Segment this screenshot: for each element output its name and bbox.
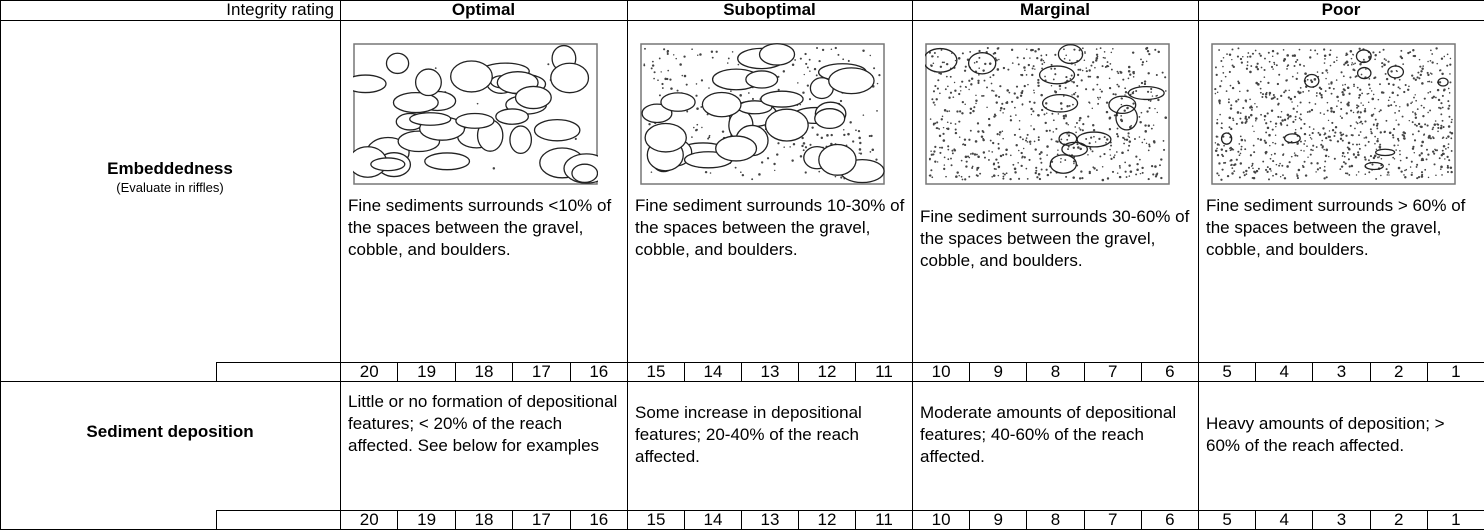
score-cell: 8 xyxy=(1026,510,1084,530)
score-cell: 14 xyxy=(684,362,742,382)
score-cell: 3 xyxy=(1312,510,1370,530)
description: Little or no formation of depositional f… xyxy=(348,391,621,457)
description: Moderate amounts of depositional feature… xyxy=(920,402,1192,468)
description: Fine sediment surrounds > 60% of the spa… xyxy=(1206,195,1478,261)
score-cell: 18 xyxy=(455,510,513,530)
score-cell: 5 xyxy=(1198,362,1256,382)
score-cell: 17 xyxy=(512,362,570,382)
score-cell: 10 xyxy=(912,362,970,382)
score-cell: 2 xyxy=(1370,510,1428,530)
row-label-cell xyxy=(0,20,341,382)
row-label: Sediment deposition xyxy=(0,421,340,443)
category-label: Optimal xyxy=(340,0,627,20)
score-cell: 1 xyxy=(1427,362,1484,382)
score-cell: 19 xyxy=(397,510,455,530)
score-cell: 2 xyxy=(1370,362,1428,382)
score-cell: 13 xyxy=(741,362,799,382)
score-cell: 15 xyxy=(627,362,685,382)
score-cell: 11 xyxy=(855,510,913,530)
score-cell: 12 xyxy=(798,510,856,530)
description: Some increase in depositional features; … xyxy=(635,402,906,468)
score-cell: 14 xyxy=(684,510,742,530)
score-cell: 12 xyxy=(798,362,856,382)
category-label: Suboptimal xyxy=(627,0,912,20)
score-cell: 4 xyxy=(1255,362,1313,382)
score-cell: 6 xyxy=(1141,510,1199,530)
score-cell: 15 xyxy=(627,510,685,530)
score-cell: 18 xyxy=(455,362,513,382)
score-cell: 9 xyxy=(969,510,1027,530)
description: Fine sediment surrounds 10-30% of the sp… xyxy=(635,195,906,261)
score-cell: 7 xyxy=(1084,510,1142,530)
score-cell: 5 xyxy=(1198,510,1256,530)
description: Fine sediment surrounds 30-60% of the sp… xyxy=(920,206,1192,272)
score-cell: 7 xyxy=(1084,362,1142,382)
score-cell: 11 xyxy=(855,362,913,382)
score-cell: 16 xyxy=(570,510,628,530)
score-cell: 13 xyxy=(741,510,799,530)
description: Fine sediments surrounds <10% of the spa… xyxy=(348,195,621,261)
score-cell: 6 xyxy=(1141,362,1199,382)
score-cell: 20 xyxy=(340,510,398,530)
substrate-sketch xyxy=(353,38,598,188)
page: Integrity rating OptimalSuboptimalMargina… xyxy=(0,0,1484,529)
score-cell: 1 xyxy=(1427,510,1484,530)
score-cell: 9 xyxy=(969,362,1027,382)
substrate-sketch xyxy=(1211,38,1456,188)
score-cell: 17 xyxy=(512,510,570,530)
substrate-sketch xyxy=(925,38,1170,188)
score-cell: 19 xyxy=(397,362,455,382)
score-cell: 16 xyxy=(570,362,628,382)
score-label-cell xyxy=(216,362,341,382)
row-label-cell xyxy=(0,381,341,530)
substrate-sketch xyxy=(640,38,885,188)
description: Heavy amounts of deposition; > 60% of th… xyxy=(1206,413,1478,457)
score-cell: 3 xyxy=(1312,362,1370,382)
score-cell: 4 xyxy=(1255,510,1313,530)
score-cell: 10 xyxy=(912,510,970,530)
score-cell: 8 xyxy=(1026,362,1084,382)
row-label: Embeddedness xyxy=(0,158,340,180)
score-cell: 20 xyxy=(340,362,398,382)
score-label-cell xyxy=(216,510,341,530)
category-label: Marginal xyxy=(912,0,1198,20)
header-label: Integrity rating xyxy=(0,0,334,20)
category-label: Poor xyxy=(1198,0,1484,20)
row-note: (Evaluate in riffles) xyxy=(0,180,340,196)
